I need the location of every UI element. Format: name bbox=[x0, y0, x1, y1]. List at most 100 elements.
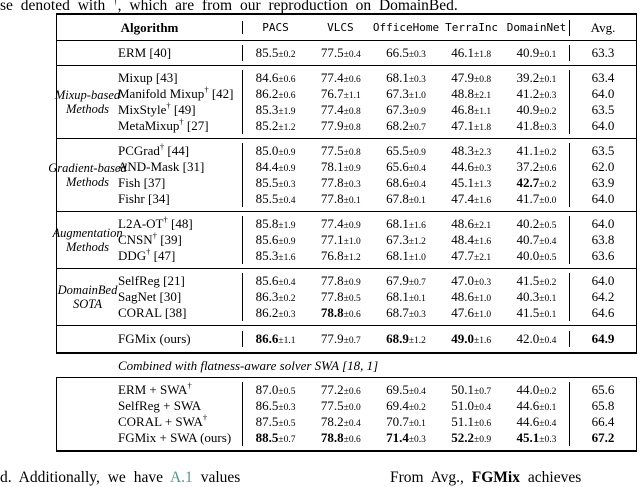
score-cell: 77.4±0.8 bbox=[308, 102, 373, 118]
score-stddev: ±0.5 bbox=[539, 253, 557, 263]
avg-cell: 62.0 bbox=[569, 159, 636, 175]
group-label-line: Mixup-based bbox=[54, 88, 121, 102]
score-stddev: ±0.4 bbox=[408, 164, 426, 174]
score-cell: 46.1±1.8 bbox=[439, 45, 504, 61]
score-value: 77.8 bbox=[320, 289, 344, 304]
group-label-line: Gradient-based bbox=[48, 161, 127, 175]
score-stddev: ±0.6 bbox=[278, 75, 296, 85]
score-value: 47.1 bbox=[451, 118, 475, 133]
score-value: 70.7 bbox=[386, 414, 409, 429]
score-cell: 77.2±0.6 bbox=[308, 382, 373, 398]
bottom-text: d. Additionally, we have bbox=[0, 469, 170, 486]
score-value: 77.8 bbox=[320, 191, 344, 206]
score-stddev: ±0.7 bbox=[278, 435, 296, 445]
column-header-domainnet: DomainNet bbox=[506, 21, 567, 34]
score-value: 68.1 bbox=[386, 70, 409, 85]
score-cell: 84.4±0.9 bbox=[243, 159, 308, 175]
score-stddev: ±1.6 bbox=[474, 237, 492, 247]
score-stddev: ±0.4 bbox=[539, 237, 557, 247]
score-cell: 42.0±0.4 bbox=[504, 331, 569, 347]
score-cell: 41.7±0.0 bbox=[504, 191, 569, 207]
score-cells: 86.2±0.6 76.7±1.1 67.3±1.0 48.8±2.1 41.2±0.3 bbox=[242, 86, 569, 102]
avg-cell: 63.8 bbox=[569, 232, 636, 248]
score-value: 69.5 bbox=[386, 382, 409, 397]
avg-value: 64.6 bbox=[591, 305, 615, 320]
score-stddev: ±1.2 bbox=[408, 336, 426, 346]
score-stddev: ±0.1 bbox=[539, 75, 557, 85]
swa-section: ERM + SWA† 87.0±0.5 77.2±0.6 69.5±0.4 50.1±0… bbox=[56, 378, 637, 452]
score-stddev: ±0.6 bbox=[343, 387, 361, 397]
method-name: SelfReg [21] bbox=[118, 273, 242, 289]
score-stddev: ±0.3 bbox=[278, 310, 296, 320]
score-cells: 86.6±1.1 77.9±0.7 68.9±1.2 49.0±1.6 42.0±0.4 bbox=[242, 331, 569, 347]
method-label: Manifold Mixup bbox=[118, 86, 205, 101]
avg-value: 66.4 bbox=[591, 414, 615, 429]
table-section: ERM [40] 85.5±0.2 77.5±0.4 66.5±0.3 46.1±1.8… bbox=[56, 41, 637, 66]
score-stddev: ±0.1 bbox=[408, 196, 426, 206]
score-value: 68.9 bbox=[386, 331, 409, 346]
score-cell: 86.6±1.1 bbox=[243, 331, 308, 347]
score-value: 77.4 bbox=[320, 102, 344, 117]
score-value: 85.5 bbox=[255, 191, 279, 206]
score-cell: 65.6±0.4 bbox=[373, 159, 438, 175]
score-cell: 68.6±0.4 bbox=[373, 175, 438, 191]
score-cell: 87.5±0.5 bbox=[243, 414, 308, 430]
table-row: SelfReg [21] 85.6±0.4 77.8±0.9 67.9±0.7 47.0… bbox=[118, 273, 636, 289]
method-name: Mixup [43] bbox=[118, 70, 242, 86]
score-stddev: ±0.5 bbox=[278, 419, 296, 429]
score-stddev: ±0.0 bbox=[343, 403, 361, 413]
score-value: 50.1 bbox=[451, 382, 475, 397]
score-stddev: ±1.1 bbox=[474, 107, 492, 117]
bottom-text: achieves bbox=[520, 469, 582, 486]
score-cell: 41.5±0.2 bbox=[504, 273, 569, 289]
score-value: 86.6 bbox=[255, 331, 279, 346]
score-value: 67.3 bbox=[386, 102, 409, 117]
score-stddev: ±0.7 bbox=[408, 278, 426, 288]
score-cell: 51.0±0.4 bbox=[439, 398, 504, 414]
method-label: SelfReg + SWA bbox=[118, 398, 202, 413]
method-name: Fishr [34] bbox=[118, 191, 242, 207]
avg-cell: 63.5 bbox=[569, 143, 636, 159]
score-cell: 68.1±0.1 bbox=[373, 289, 438, 305]
score-cell: 44.6±0.3 bbox=[439, 159, 504, 175]
group-label: Mixup-based Methods bbox=[54, 70, 121, 134]
score-value: 40.9 bbox=[516, 45, 540, 60]
score-cells: 88.5±0.7 78.8±0.6 71.4±0.3 52.2±0.9 45.1±0.3 bbox=[242, 430, 569, 446]
group-label-line: Methods bbox=[65, 175, 110, 189]
score-value: 44.0 bbox=[516, 382, 540, 397]
score-stddev: ±0.9 bbox=[343, 221, 361, 231]
score-stddev: ±0.4 bbox=[343, 419, 361, 429]
score-stddev: ±0.9 bbox=[278, 237, 296, 247]
score-value: 78.1 bbox=[320, 159, 344, 174]
table-row: SelfReg + SWA 86.5±0.3 77.5±0.0 69.4±0.2 51.… bbox=[118, 398, 636, 414]
score-cell: 40.9±0.2 bbox=[504, 102, 569, 118]
score-value: 41.8 bbox=[516, 118, 540, 133]
method-label: ERM bbox=[118, 45, 147, 60]
score-cell: 67.3±1.2 bbox=[373, 232, 438, 248]
score-cell: 65.5±0.9 bbox=[373, 143, 438, 159]
score-cells: 86.2±0.3 78.8±0.6 68.7±0.3 47.6±1.0 41.5±0.1 bbox=[242, 305, 569, 321]
score-stddev: ±1.2 bbox=[278, 123, 296, 133]
score-value: 67.9 bbox=[386, 273, 409, 288]
score-value: 41.7 bbox=[516, 191, 540, 206]
score-value: 85.8 bbox=[255, 216, 279, 231]
score-value: 40.9 bbox=[516, 102, 540, 117]
score-value: 41.1 bbox=[516, 143, 540, 158]
dagger-marker: † bbox=[204, 84, 209, 95]
score-value: 85.3 bbox=[255, 102, 279, 117]
score-cell: 47.9±0.8 bbox=[439, 70, 504, 86]
avg-value: 63.3 bbox=[591, 45, 615, 60]
section-rows: Mixup [43] 84.6±0.6 77.4±0.6 68.1±0.3 47.9±0… bbox=[118, 70, 636, 134]
score-cell: 42.7±0.2 bbox=[504, 175, 569, 191]
score-value: 48.3 bbox=[451, 143, 475, 158]
score-stddev: ±0.1 bbox=[539, 403, 557, 413]
score-value: 85.3 bbox=[255, 248, 279, 263]
avg-cell: 63.3 bbox=[569, 45, 636, 61]
score-cell: 44.0±0.2 bbox=[504, 382, 569, 398]
method-label: Fish bbox=[118, 175, 141, 190]
score-value: 65.5 bbox=[386, 143, 409, 158]
score-value: 47.4 bbox=[451, 191, 475, 206]
citation-ref: [43] bbox=[152, 70, 178, 85]
score-cell: 44.6±0.1 bbox=[504, 398, 569, 414]
score-stddev: ±0.3 bbox=[539, 91, 557, 101]
